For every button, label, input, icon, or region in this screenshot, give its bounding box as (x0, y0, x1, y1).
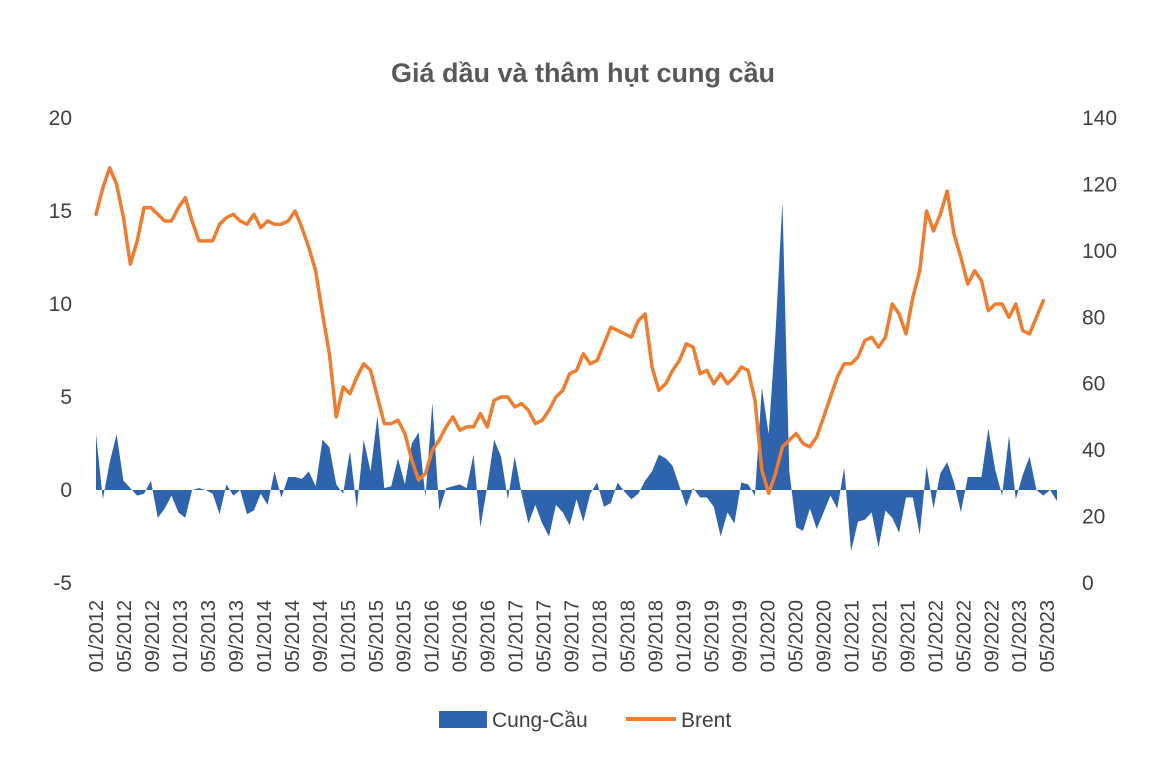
x-tick-label: 09/2018 (646, 600, 668, 672)
x-tick-label: 01/2012 (86, 600, 108, 672)
y-right-tick-label: 60 (1082, 373, 1105, 396)
legend-swatch-cung-cau (439, 711, 487, 728)
x-tick-label: 09/2017 (562, 600, 584, 672)
y-axis-right: 140 120 100 80 60 40 20 0 (1082, 107, 1117, 595)
x-tick-label: 05/2016 (450, 600, 472, 672)
x-tick-label: 05/2019 (701, 600, 723, 672)
x-tick-label: 01/2017 (506, 600, 528, 672)
x-tick-label: 09/2016 (478, 600, 500, 672)
y-right-tick-label: 120 (1082, 173, 1117, 196)
x-tick-label: 05/2023 (1037, 600, 1059, 672)
line-series-brent (94, 166, 1046, 496)
x-tick-label: 05/2012 (114, 600, 136, 672)
y-left-tick-label: 15 (49, 200, 72, 223)
x-tick-label: 01/2022 (925, 600, 947, 672)
x-tick-label: 01/2021 (841, 600, 863, 672)
legend: Cung-Cầu Brent (439, 709, 731, 732)
y-right-tick-label: 100 (1082, 240, 1117, 263)
x-tick-label: 09/2022 (981, 600, 1003, 672)
x-tick-label: 05/2022 (953, 600, 975, 672)
chart-title: Giá dầu và thâm hụt cung cầu (391, 58, 775, 88)
x-tick-label: 05/2020 (785, 600, 807, 672)
x-tick-label: 09/2019 (729, 600, 751, 672)
y-right-tick-label: 40 (1082, 439, 1105, 462)
y-left-tick-label: 10 (49, 293, 72, 316)
y-left-tick-label: -5 (53, 572, 72, 595)
y-left-tick-label: 0 (60, 479, 72, 502)
area-series-cung-cau (96, 201, 1057, 552)
series-line-group (94, 166, 1046, 496)
y-left-tick-label: 5 (60, 386, 72, 409)
x-tick-label: 05/2015 (366, 600, 388, 672)
y-right-tick-label: 0 (1082, 572, 1094, 595)
y-right-tick-label: 80 (1082, 306, 1105, 329)
x-tick-label: 01/2014 (254, 600, 276, 672)
x-tick-label: 09/2015 (394, 600, 416, 672)
x-tick-label: 05/2017 (534, 600, 556, 672)
x-tick-label: 09/2020 (813, 600, 835, 672)
x-tick-label: 05/2021 (869, 600, 891, 672)
series-area-group (96, 201, 1057, 552)
legend-label-cung-cau: Cung-Cầu (492, 709, 588, 732)
x-tick-label: 01/2018 (590, 600, 612, 672)
x-tick-label: 09/2013 (226, 600, 248, 672)
x-tick-label: 01/2013 (170, 600, 192, 672)
x-tick-label: 09/2014 (310, 600, 332, 672)
x-tick-label: 01/2015 (338, 600, 360, 672)
x-tick-label: 09/2021 (897, 600, 919, 672)
x-tick-label: 05/2018 (618, 600, 640, 672)
x-tick-label: 01/2016 (422, 600, 444, 672)
y-left-tick-label: 20 (49, 107, 72, 130)
x-tick-label: 01/2019 (674, 600, 696, 672)
x-tick-label: 09/2012 (142, 600, 164, 672)
y-right-tick-label: 20 (1082, 506, 1105, 529)
y-axis-left: 20 15 10 5 0 -5 (49, 107, 72, 595)
x-axis: 01/2012 05/2012 09/2012 01/2013 05/2013 09/20… (86, 600, 1059, 672)
x-tick-label: 01/2020 (757, 600, 779, 672)
x-tick-label: 01/2023 (1009, 600, 1031, 672)
legend-label-brent: Brent (681, 709, 731, 732)
x-tick-label: 05/2014 (282, 600, 304, 672)
y-right-tick-label: 140 (1082, 107, 1117, 130)
x-tick-label: 05/2013 (198, 600, 220, 672)
